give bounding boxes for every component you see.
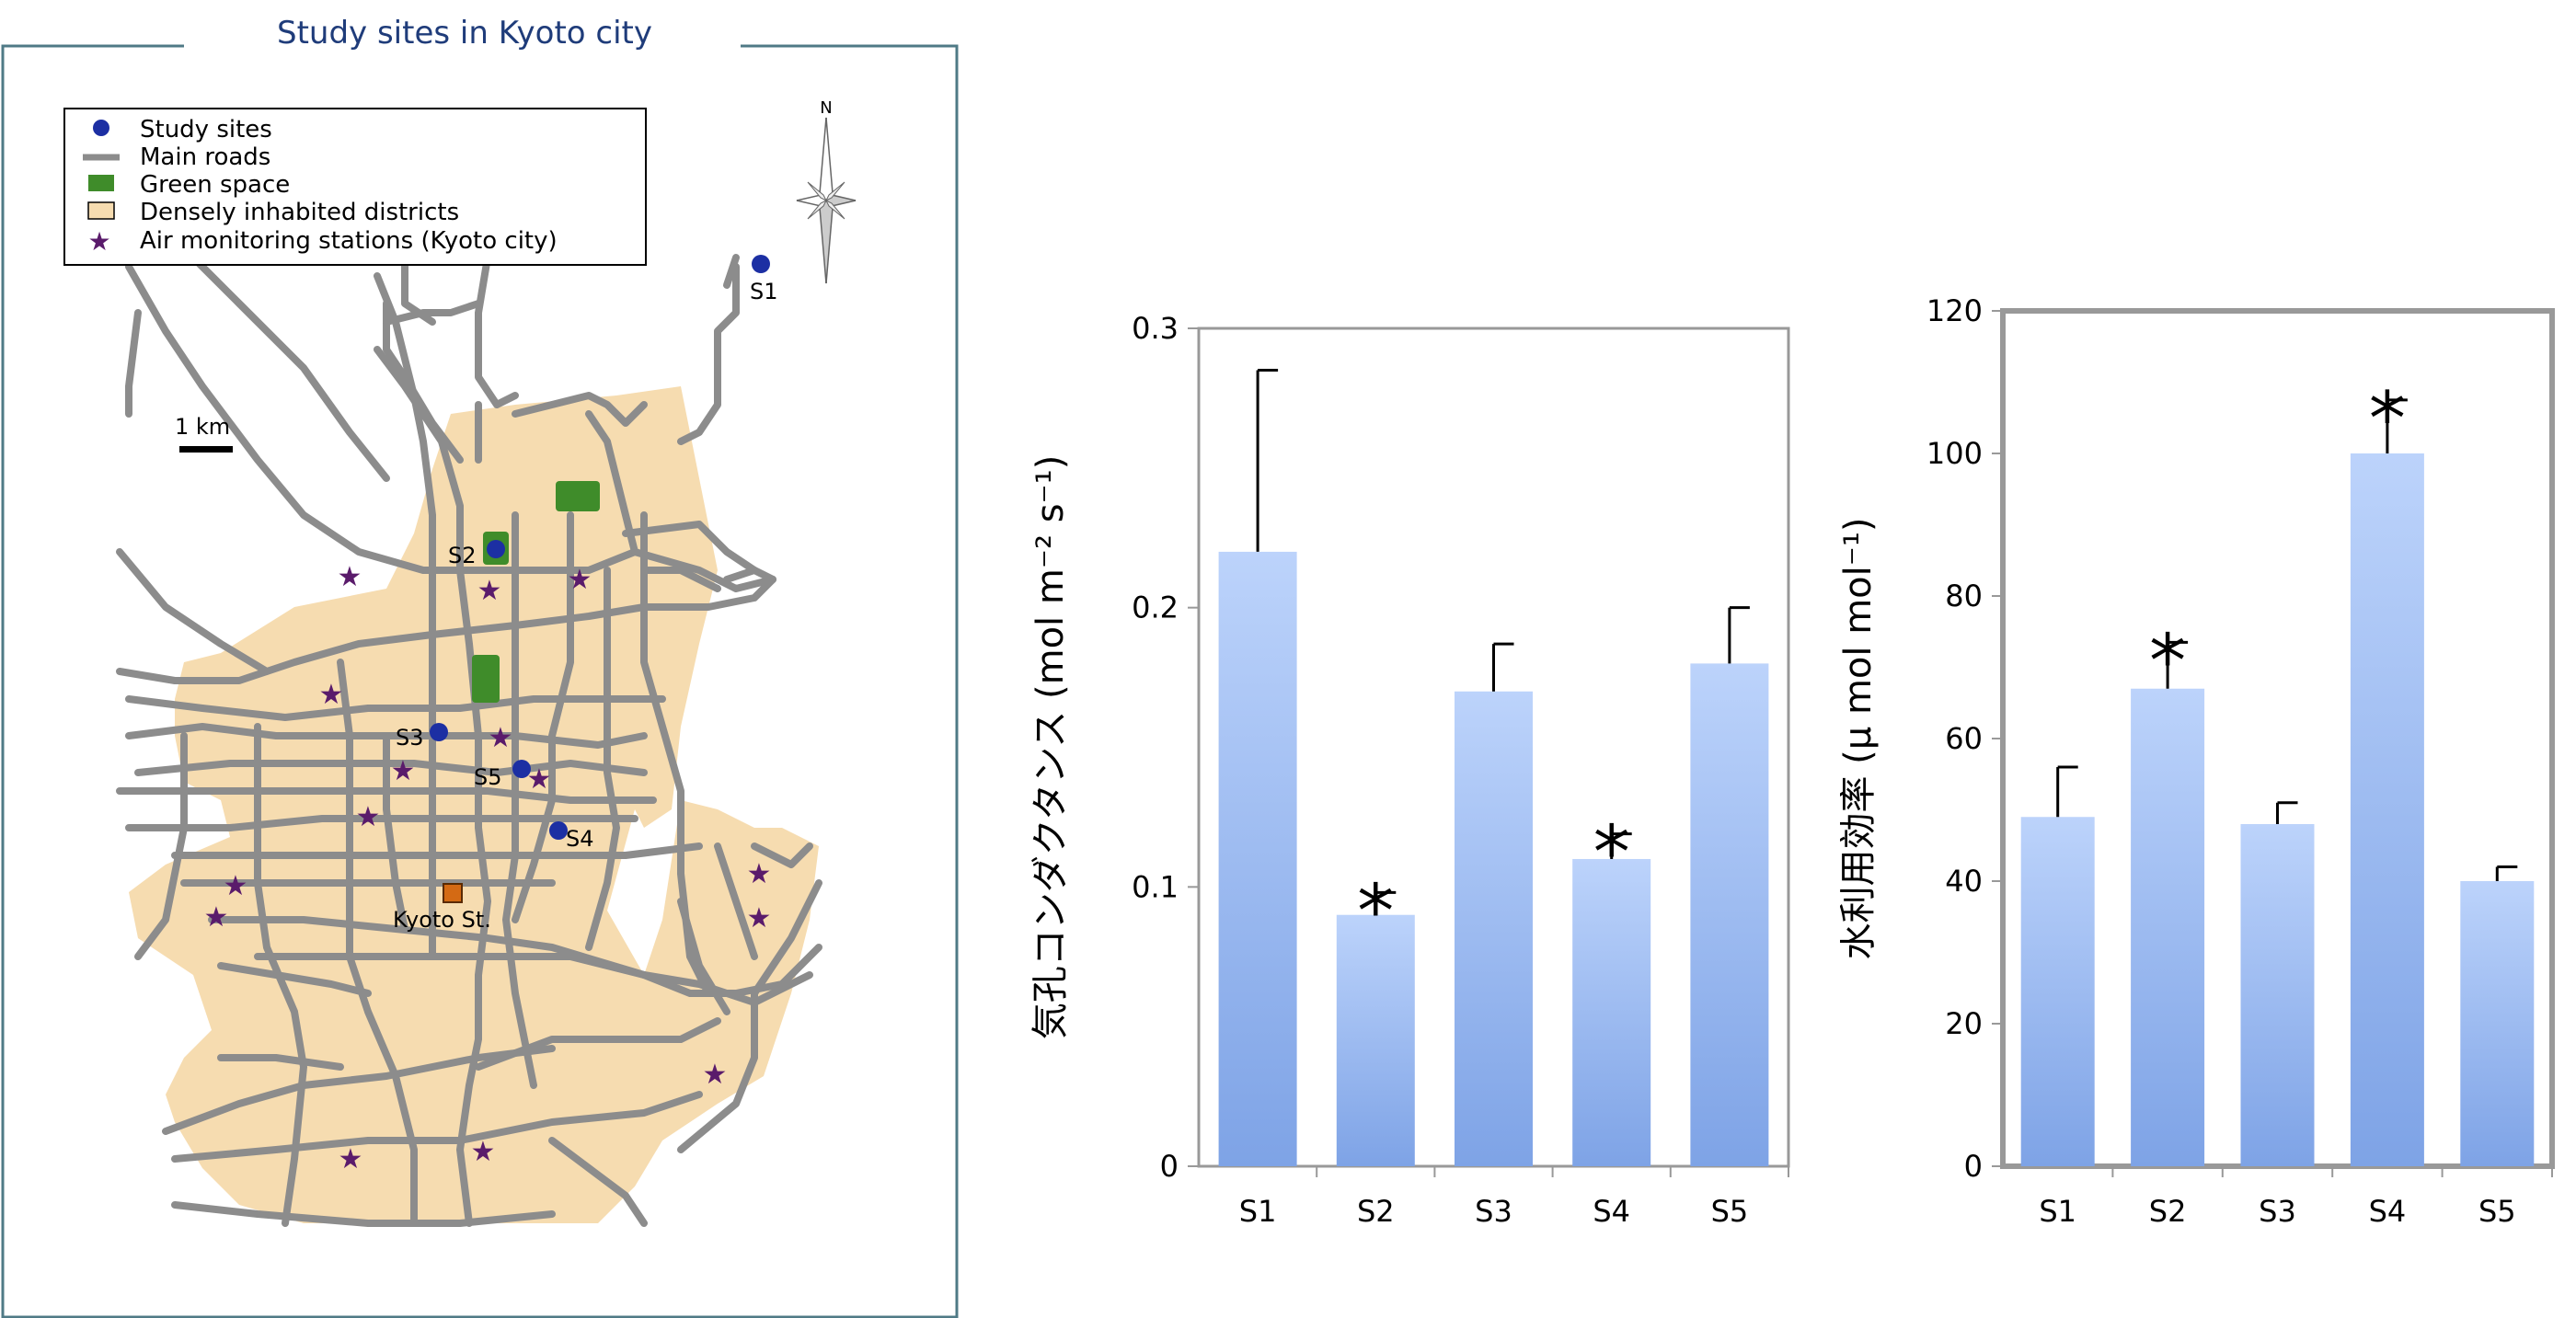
y-tick-label: 60	[1945, 721, 1983, 756]
bar-s3	[1455, 691, 1533, 1166]
svg-text:★: ★	[527, 763, 552, 796]
bar-s1	[1218, 551, 1297, 1166]
study-site-markers	[430, 255, 770, 840]
map-legend: Study sites Main roads Green space Dense…	[63, 108, 647, 266]
site-label-s4: S4	[566, 826, 594, 852]
svg-text:★: ★	[356, 801, 381, 833]
significance-mark: *	[1593, 810, 1630, 896]
svg-text:★: ★	[224, 870, 248, 902]
compass-rose-icon	[796, 117, 857, 284]
dense-district-area	[129, 386, 819, 1223]
svg-text:★: ★	[339, 1143, 363, 1175]
x-tick-label: S3	[1475, 1194, 1512, 1229]
main-roads	[116, 254, 822, 1227]
significance-mark: *	[2369, 376, 2406, 462]
scale-bar	[179, 446, 233, 453]
svg-text:★: ★	[703, 1059, 728, 1091]
green-spaces	[472, 481, 600, 703]
site-label-s1: S1	[750, 279, 778, 304]
bar-s2	[1336, 914, 1415, 1166]
bar-s3	[2240, 824, 2315, 1166]
y-axis-label: 気孔コンダクタンス (mol m⁻² s⁻¹)	[1029, 455, 1072, 1040]
bar-s1	[2020, 817, 2095, 1166]
stomatal-conductance-chart: 0 0.1 0.2 0.3 S1 * S2 S3 * S4 S5 気孔コンダクタンス (mol m⁻²…	[1029, 311, 1790, 1229]
significance-mark: *	[1357, 868, 1394, 954]
y-axis-label: 水利用効率 (μ mol mol⁻¹)	[1840, 517, 1880, 959]
site-label-s3: S3	[396, 725, 424, 751]
legend-label-densely-inhabited: Densely inhabited districts	[140, 199, 459, 226]
y-tick-label: 0	[1964, 1149, 1983, 1184]
svg-text:★: ★	[747, 858, 772, 890]
legend-label-air-monitoring: Air monitoring stations (Kyoto city)	[140, 227, 558, 255]
svg-text:★: ★	[471, 1136, 496, 1168]
y-tick-label: 0.2	[1132, 590, 1179, 625]
air-monitoring-stations: ★ ★ ★ ★ ★ ★ ★ ★ ★ ★ ★ ★ ★ ★ ★	[204, 561, 772, 1175]
compass-north-label: N	[820, 98, 832, 118]
svg-text:★: ★	[319, 679, 344, 711]
legend-green-icon	[88, 175, 114, 191]
legend-label-green-space: Green space	[140, 171, 290, 199]
kyoto-station-label: Kyoto St.	[393, 907, 491, 933]
y-tick-label: 0.1	[1132, 869, 1179, 904]
site-label-s2: S2	[448, 543, 477, 568]
kyoto-station-marker	[443, 883, 463, 903]
x-tick-label: S4	[1593, 1194, 1630, 1229]
x-tick-label: S5	[2478, 1194, 2516, 1229]
y-tick-label: 80	[1945, 579, 1983, 613]
water-use-efficiency-chart: 0 20 40 60 80 100 120 S1 * S2 S3 * S4 S5 水利用効率 (μ mol …	[1840, 293, 2555, 1229]
svg-text:★: ★	[391, 755, 416, 787]
y-tick-label: 20	[1945, 1006, 1983, 1041]
bar-s4	[1572, 858, 1651, 1166]
y-tick-label: 100	[1926, 436, 1983, 471]
site-label-s5: S5	[474, 764, 502, 790]
svg-text:★: ★	[204, 901, 229, 934]
legend-label-study-sites: Study sites	[140, 116, 272, 143]
svg-text:★: ★	[747, 902, 772, 934]
svg-text:★: ★	[338, 561, 362, 593]
y-tick-label: 0.3	[1132, 311, 1179, 346]
x-tick-label: S3	[2259, 1194, 2296, 1229]
svg-text:★: ★	[568, 564, 592, 596]
bar-s4	[2350, 453, 2424, 1166]
svg-text:★: ★	[477, 575, 502, 607]
significance-mark: *	[2149, 618, 2186, 704]
legend-dense-icon	[87, 201, 115, 220]
legend-study-site-icon	[93, 120, 109, 136]
x-tick-label: S1	[2039, 1194, 2076, 1229]
kyoto-map-panel: Study sites in Kyoto city	[1, 15, 959, 1318]
x-tick-label: S1	[1239, 1194, 1277, 1229]
bar-s5	[2460, 881, 2535, 1166]
map-title: Study sites in Kyoto city	[277, 15, 652, 52]
bar-s2	[2131, 688, 2205, 1166]
x-tick-label: S4	[2369, 1194, 2407, 1229]
y-tick-label: 120	[1926, 293, 1983, 328]
bar-s5	[1690, 663, 1769, 1166]
legend-label-main-roads: Main roads	[140, 143, 270, 171]
svg-text:★: ★	[489, 722, 513, 754]
x-tick-label: S2	[1357, 1194, 1395, 1229]
scale-bar-label: 1 km	[175, 414, 230, 440]
legend-star-icon: ★	[87, 226, 110, 257]
x-tick-label: S5	[1711, 1194, 1749, 1229]
y-tick-label: 0	[1160, 1149, 1179, 1184]
x-tick-label: S2	[2149, 1194, 2187, 1229]
study-site-labels: S1 S2 S3 S5 S4	[396, 279, 778, 852]
y-tick-label: 40	[1945, 864, 1983, 899]
